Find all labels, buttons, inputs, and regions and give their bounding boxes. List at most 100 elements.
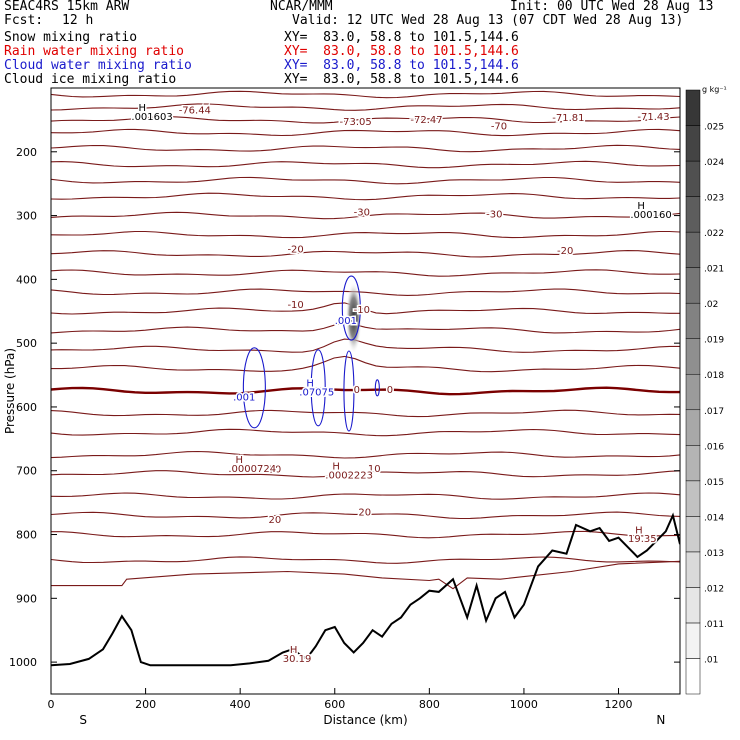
y-tick-label: 200: [16, 146, 37, 159]
colorbar-tick-label: .013: [704, 549, 724, 559]
isotherm-label: 10: [269, 465, 282, 476]
isotherm-label: -71.81: [552, 113, 584, 124]
cloud-water-label: .001: [335, 316, 357, 327]
colorbar-tick-label: .018: [704, 371, 724, 381]
y-tick-label: 300: [16, 210, 37, 223]
colorbar-cell: [685, 125, 701, 162]
x-end-label-south: S: [79, 713, 87, 727]
colorbar-tick-label: .022: [704, 229, 724, 239]
colorbar-cell: [685, 587, 701, 624]
extremum-value: .0002223: [325, 470, 373, 481]
valid-time: Valid: 12 UTC Wed 28 Aug 13 (07 CDT Wed …: [292, 13, 684, 28]
y-axis-label: Pressure (hPa): [3, 348, 17, 434]
isotherm-contour: [51, 288, 680, 296]
field-cloudwater-name: Cloud water mixing ratio: [4, 58, 192, 73]
isotherm-label: -10: [287, 300, 303, 311]
isotherm-contour: [51, 409, 680, 418]
y-tick-label: 900: [16, 592, 37, 605]
isotherm-contour: [51, 103, 680, 111]
extremum-value: .001603: [131, 112, 172, 123]
isotherm-contour: [51, 470, 680, 478]
colorbar-cell: [685, 445, 701, 482]
org-label: NCAR/MMM: [270, 0, 333, 14]
isotherm-contour: [51, 492, 680, 500]
colorbar-cell: [685, 516, 701, 553]
isotherm-label: -72.47: [410, 115, 442, 126]
x-tick-label: 1000: [510, 698, 538, 711]
isotherm-contour: [51, 176, 680, 185]
isotherm-contour: [51, 355, 680, 373]
fcst-label: Fcst:: [4, 13, 44, 28]
fcst-value: 12 h: [62, 13, 94, 28]
isotherm-contour: [51, 560, 680, 590]
isotherm-label: -20: [287, 245, 303, 256]
isotherm-label: -10: [354, 305, 370, 316]
colorbar-cell: [685, 551, 701, 588]
field-cloudwater-xy: XY= 83.0, 58.8 to 101.5,144.6: [284, 58, 519, 73]
colorbar-unit: g kg⁻¹: [702, 85, 727, 94]
isotherm-contour: [51, 269, 680, 277]
field-cloudice-xy: XY= 83.0, 58.8 to 101.5,144.6: [284, 72, 519, 87]
colorbar-tick-label: .021: [704, 265, 724, 275]
colorbar-cell: [685, 160, 701, 197]
isotherm-contour: [51, 250, 680, 258]
terrain-profile: [51, 512, 680, 667]
y-tick-label: 600: [16, 401, 37, 414]
isotherm-label: -20: [557, 246, 573, 257]
isotherm-contour: [51, 90, 680, 99]
isotherm-label: -71.43: [637, 112, 669, 123]
extremum-marker: H: [306, 379, 314, 390]
colorbar-tick-label: .024: [704, 158, 724, 168]
extremum-marker: H: [332, 461, 340, 472]
colorbar-cell: [685, 267, 701, 304]
isotherm-contour: [51, 386, 680, 396]
colorbar-cell: [685, 302, 701, 339]
field-rain-name: Rain water mixing ratio: [4, 44, 185, 59]
colorbar-tick-label: .025: [704, 123, 724, 133]
isotherm-contour: [51, 322, 680, 334]
isotherm-label: -73.05: [339, 117, 371, 128]
y-tick-label: 1000: [9, 656, 37, 669]
field-rain-xy: XY= 83.0, 58.8 to 101.5,144.6: [284, 44, 519, 59]
colorbar-tick-label: .014: [704, 513, 724, 523]
colorbar-tick-label: .016: [704, 442, 724, 452]
x-end-label-north: N: [656, 713, 665, 727]
colorbar-cell: [685, 658, 701, 695]
colorbar-cell: [685, 89, 701, 126]
isotherm-label: -76.44: [179, 106, 211, 117]
extremum-marker: H: [637, 201, 645, 212]
colorbar-cell: [685, 409, 701, 446]
cloud-water-label: .001: [233, 393, 255, 404]
isotherm-contour: [51, 428, 680, 437]
x-tick-label: 400: [230, 698, 251, 711]
cloud-water-contour: [343, 350, 355, 432]
isotherm-label: 0: [354, 385, 360, 396]
isotherm-label: -30: [354, 208, 370, 219]
y-tick-label: 700: [16, 465, 37, 478]
extremum-marker: H: [290, 645, 298, 656]
cloud-water-contour: [310, 349, 326, 427]
isotherm-contour: [51, 116, 680, 124]
init-time: Init: 00 UTC Wed 28 Aug 13: [510, 0, 714, 14]
cloud-water-contour: [242, 347, 266, 429]
field-snow-name: Snow mixing ratio: [4, 30, 138, 45]
y-tick-label: 500: [16, 337, 37, 350]
isotherm-label: 20: [358, 507, 371, 518]
isotherm-contour: [51, 211, 680, 220]
y-tick-label: 400: [16, 273, 37, 286]
field-cloudice-name: Cloud ice mixing ratio: [4, 72, 177, 87]
x-tick-label: 600: [324, 698, 345, 711]
colorbar-tick-label: .011: [704, 620, 724, 630]
isotherm-contour: [51, 530, 680, 539]
colorbar-tick-label: .015: [704, 478, 724, 488]
isotherm-label: -30: [486, 209, 502, 220]
extremum-value: 30.19: [283, 654, 312, 665]
isotherm-contour: [51, 128, 680, 137]
colorbar-tick-label: .019: [704, 336, 724, 346]
plot-frame: [50, 87, 681, 695]
colorbar-tick-label: .023: [704, 194, 724, 204]
y-tick-label: 800: [16, 529, 37, 542]
extremum-value: .000160: [630, 210, 671, 221]
